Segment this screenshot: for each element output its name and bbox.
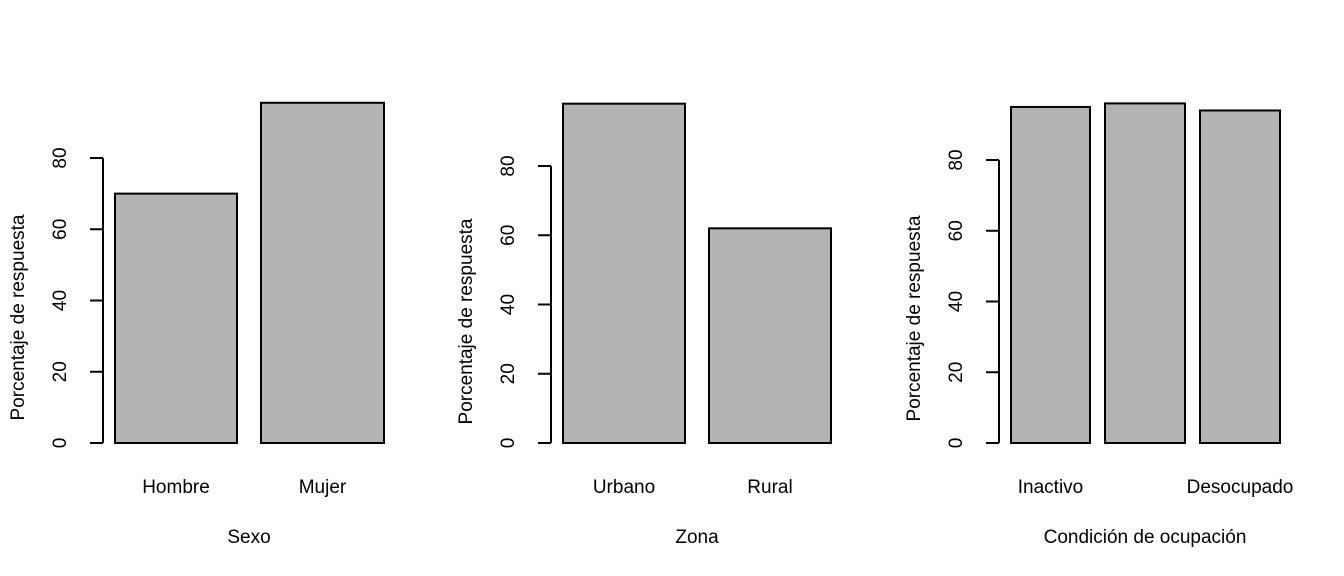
bar: [1010, 105, 1091, 444]
bar: [260, 101, 385, 444]
y-tick-label: 40: [498, 294, 519, 315]
y-tick-label: 20: [946, 362, 967, 383]
y-tick-label: 40: [946, 291, 967, 312]
chart-panel-3: 0 20 40 60 80 Porcentaje de respuesta Inactivo…: [904, 102, 1294, 548]
bar: [1199, 109, 1281, 444]
category-label: Urbano: [593, 477, 655, 498]
y-axis-title: Porcentaje de respuesta: [8, 214, 29, 420]
y-tick-label: 60: [50, 219, 71, 240]
y-tick-label: 80: [50, 147, 71, 168]
category-label: Mujer: [299, 477, 347, 498]
y-tick-label: 60: [946, 220, 967, 241]
bar: [114, 192, 238, 444]
bar: [1104, 102, 1186, 445]
x-axis-title: Sexo: [227, 527, 270, 548]
y-tick-label: 20: [498, 363, 519, 384]
chart-panel-1: 0 20 40 60 80 Porcentaje de respuesta Hombre Mu…: [8, 101, 385, 548]
y-axis-title: Porcentaje de respuesta: [904, 215, 925, 421]
category-label: Rural: [747, 477, 792, 498]
bar: [708, 227, 832, 444]
y-tick-label: 80: [946, 149, 967, 170]
y-tick-label: 20: [50, 361, 71, 382]
x-axis-title: Zona: [675, 527, 719, 548]
y-axis-title: Porcentaje de respuesta: [456, 218, 477, 424]
y-tick-label: 0: [50, 438, 71, 449]
category-label: Hombre: [142, 477, 210, 498]
y-tick-label: 40: [50, 290, 71, 311]
x-axis-title: Condición de ocupación: [1044, 527, 1247, 548]
y-tick-label: 60: [498, 225, 519, 246]
y-tick-label: 0: [946, 438, 967, 449]
bar: [562, 102, 686, 445]
category-label: Desocupado: [1187, 477, 1294, 498]
category-label: Inactivo: [1018, 477, 1083, 498]
y-tick-label: 0: [498, 438, 519, 449]
y-tick-label: 80: [498, 155, 519, 176]
chart-panel-2: 0 20 40 60 80 Porcentaje de respuesta Urbano Ru…: [456, 102, 832, 548]
